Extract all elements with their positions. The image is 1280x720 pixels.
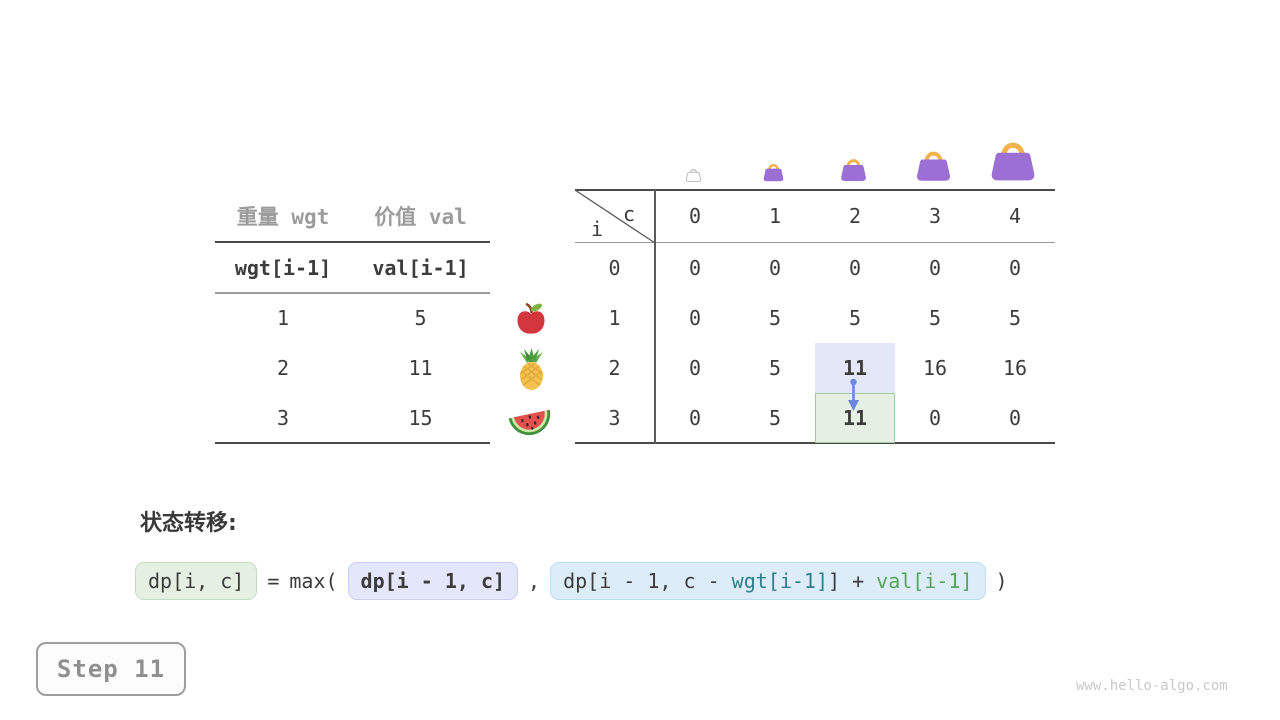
item-2-weight: 2: [276, 356, 290, 380]
formula-arg1-pill: dp[i - 1, c]: [347, 562, 519, 600]
state-transition-formula: dp[i, c] = max( dp[i - 1, c] , dp[i - 1,…: [135, 558, 1008, 604]
item-3-value: 15: [408, 406, 433, 430]
dp-table-border-top: [575, 189, 1055, 191]
formula-arg2-pre: dp[i - 1, c -: [563, 569, 732, 593]
dp-cell-2-3: 16: [922, 356, 948, 380]
dp-cell-3-4: 0: [1008, 406, 1022, 430]
item-table-header-row: 重量 wgt 价值 val: [215, 190, 490, 242]
dp-table-divider-header: [575, 242, 1055, 244]
dp-cell-1-3: 5: [928, 306, 942, 330]
dp-corner-col-var: c: [622, 202, 636, 226]
formula-equals: =: [267, 569, 280, 593]
formula-arg2-wgt: wgt[i-1]: [731, 569, 828, 593]
apple-icon: [517, 303, 545, 334]
bag-capacity-3-icon: [917, 151, 950, 181]
dp-cell-1-0: 0: [688, 306, 702, 330]
formula-arg2-val: val[i-1]: [876, 569, 973, 593]
step-badge: Step 11: [36, 642, 186, 696]
dp-col-headers: 0 1 2 3 4: [655, 190, 1055, 242]
item-table-divider-bottom: [215, 442, 490, 444]
item-table-divider-top: [215, 241, 490, 243]
item-table-header-weight: 重量 wgt: [236, 205, 330, 229]
dp-col-header-1: 1: [768, 204, 782, 228]
dp-row-header-1: 1: [608, 306, 621, 330]
dp-table-border-bottom: [575, 442, 1055, 444]
item-table-header-value: 价值 val: [374, 205, 467, 229]
bag-capacity-4-icon: [991, 142, 1035, 181]
dp-cell-2-1: 5: [768, 356, 782, 380]
bag-capacity-1-icon: [763, 163, 784, 182]
dp-row-headers: 0 1 2 3: [575, 243, 654, 443]
item-table-body: 1 5 2 11 3 15: [215, 293, 490, 443]
item-3-weight: 3: [276, 406, 290, 430]
formula-lhs-pill: dp[i, c]: [135, 562, 258, 600]
dp-cell-0-3: 0: [928, 256, 942, 280]
watermark: www.hello-algo.com: [1076, 678, 1228, 694]
item-2-value: 11: [408, 356, 433, 380]
watermelon-icon: [508, 409, 551, 436]
dp-col-header-2: 2: [848, 204, 862, 228]
dp-cell-3-1: 5: [768, 406, 782, 430]
dp-corner-row-var: i: [590, 217, 604, 241]
dp-cell-0-2: 0: [848, 256, 862, 280]
item-1-weight: 1: [276, 306, 290, 330]
pineapple-icon: [519, 348, 544, 390]
dp-table-cells: 0 0 0 0 0 0 5 5 5 5 0 5 11 16 16 0 5 11 …: [655, 243, 1055, 443]
item-1-value: 5: [414, 306, 427, 330]
dp-cell-2-0: 0: [688, 356, 702, 380]
dp-cell-3-2-highlight-target: 11: [815, 393, 895, 443]
dp-cell-3-3: 0: [928, 406, 942, 430]
item-table-divider-middle: [215, 292, 490, 294]
bag-capacity-0-icon: [685, 169, 702, 182]
dp-col-header-0: 0: [688, 204, 702, 228]
transition-arrow-icon: [848, 378, 859, 411]
dp-row-header-2: 2: [608, 356, 621, 380]
dp-cell-0-1: 0: [768, 256, 782, 280]
bag-capacity-2-icon: [841, 159, 866, 181]
dp-cell-0-4: 0: [1008, 256, 1022, 280]
dp-cell-2-4: 16: [1002, 356, 1028, 380]
dp-cell-2-2-highlight-source: 11: [815, 343, 895, 393]
dp-table-vertical-divider: [654, 189, 656, 444]
dp-corner-diagonal: [575, 190, 655, 243]
formula-comma: ,: [528, 569, 541, 593]
dp-cell-3-0: 0: [688, 406, 702, 430]
dp-cell-1-1: 5: [768, 306, 782, 330]
state-transition-label: 状态转移:: [140, 511, 237, 536]
formula-arg2-pill: dp[i - 1, c - wgt[i-1]] + val[i-1]: [550, 562, 986, 600]
dp-col-header-4: 4: [1008, 204, 1022, 228]
dp-cell-0-0: 0: [688, 256, 702, 280]
dp-col-header-3: 3: [928, 204, 942, 228]
dp-row-header-3: 3: [608, 406, 621, 430]
dp-cell-1-4: 5: [1008, 306, 1022, 330]
dp-cell-1-2: 5: [848, 306, 862, 330]
dp-row-header-0: 0: [608, 256, 621, 280]
item-table-subheader-row: wgt[i-1] val[i-1]: [215, 243, 490, 293]
formula-close-paren: ): [995, 569, 1008, 593]
item-table-subheader-val: val[i-1]: [372, 256, 469, 280]
item-table-subheader-wgt: wgt[i-1]: [234, 256, 332, 280]
formula-max-open: max(: [289, 569, 338, 593]
formula-arg2-mid: ] +: [828, 569, 877, 593]
